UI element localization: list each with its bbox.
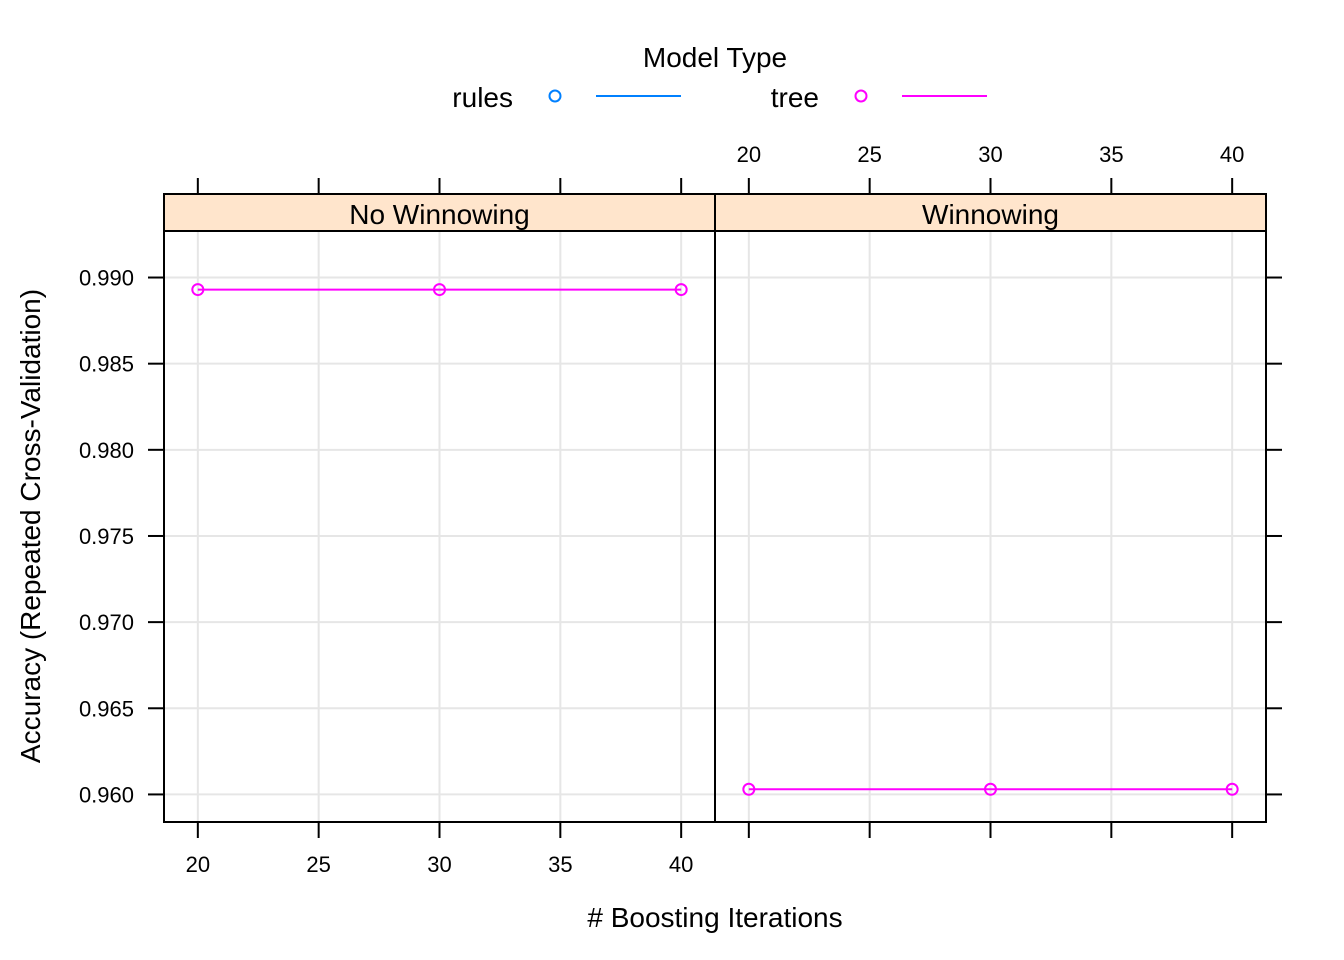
y-tick-label: 0.985 — [79, 352, 134, 377]
strip-label: No Winnowing — [349, 199, 530, 230]
y-axis: 0.960 0.965 0.970 0.975 0.980 0.985 0.990 — [79, 266, 1282, 807]
x-tick-label: 25 — [306, 852, 330, 877]
legend-label-tree: tree — [771, 82, 819, 113]
strip-label: Winnowing — [922, 199, 1059, 230]
legend-point-tree — [854, 89, 868, 103]
y-tick-label: 0.980 — [79, 438, 134, 463]
x-tick-label: 25 — [857, 142, 881, 167]
panels: No Winnowing 20 25 30 35 40 Winnowing 20 25 30 35 4… — [79, 142, 1282, 877]
y-tick-label: 0.975 — [79, 524, 134, 549]
x-tick-label: 20 — [737, 142, 761, 167]
panel-1: No Winnowing 20 25 30 35 40 — [163, 178, 716, 877]
y-tick-label: 0.970 — [79, 610, 134, 635]
legend: Model Type rules tree — [452, 42, 987, 113]
data-point-tree — [191, 283, 205, 297]
data-point-tree — [674, 283, 688, 297]
y-tick-label: 0.990 — [79, 266, 134, 291]
data-point-tree — [433, 283, 446, 297]
y-tick-label: 0.960 — [79, 782, 134, 807]
x-tick-label: 35 — [1099, 142, 1123, 167]
legend-title: Model Type — [643, 42, 787, 73]
legend-point-rules — [548, 89, 562, 103]
x-tick-label: 40 — [669, 852, 693, 877]
x-tick-label: 40 — [1220, 142, 1244, 167]
y-axis-title: Accuracy (Repeated Cross-Validation) — [15, 289, 46, 763]
y-tick-label: 0.965 — [79, 696, 134, 721]
x-tick-label: 30 — [427, 852, 451, 877]
data-point-tree — [742, 782, 756, 796]
x-axis-title: # Boosting Iterations — [587, 902, 842, 933]
panel-2: Winnowing 20 25 30 35 40 — [714, 142, 1267, 838]
data-point-tree — [1225, 782, 1239, 796]
legend-entries: rules tree — [452, 82, 987, 113]
x-tick-label: 35 — [548, 852, 572, 877]
legend-label-rules: rules — [452, 82, 513, 113]
data-point-tree — [984, 782, 997, 796]
x-tick-label: 20 — [186, 852, 210, 877]
x-tick-label: 30 — [978, 142, 1002, 167]
